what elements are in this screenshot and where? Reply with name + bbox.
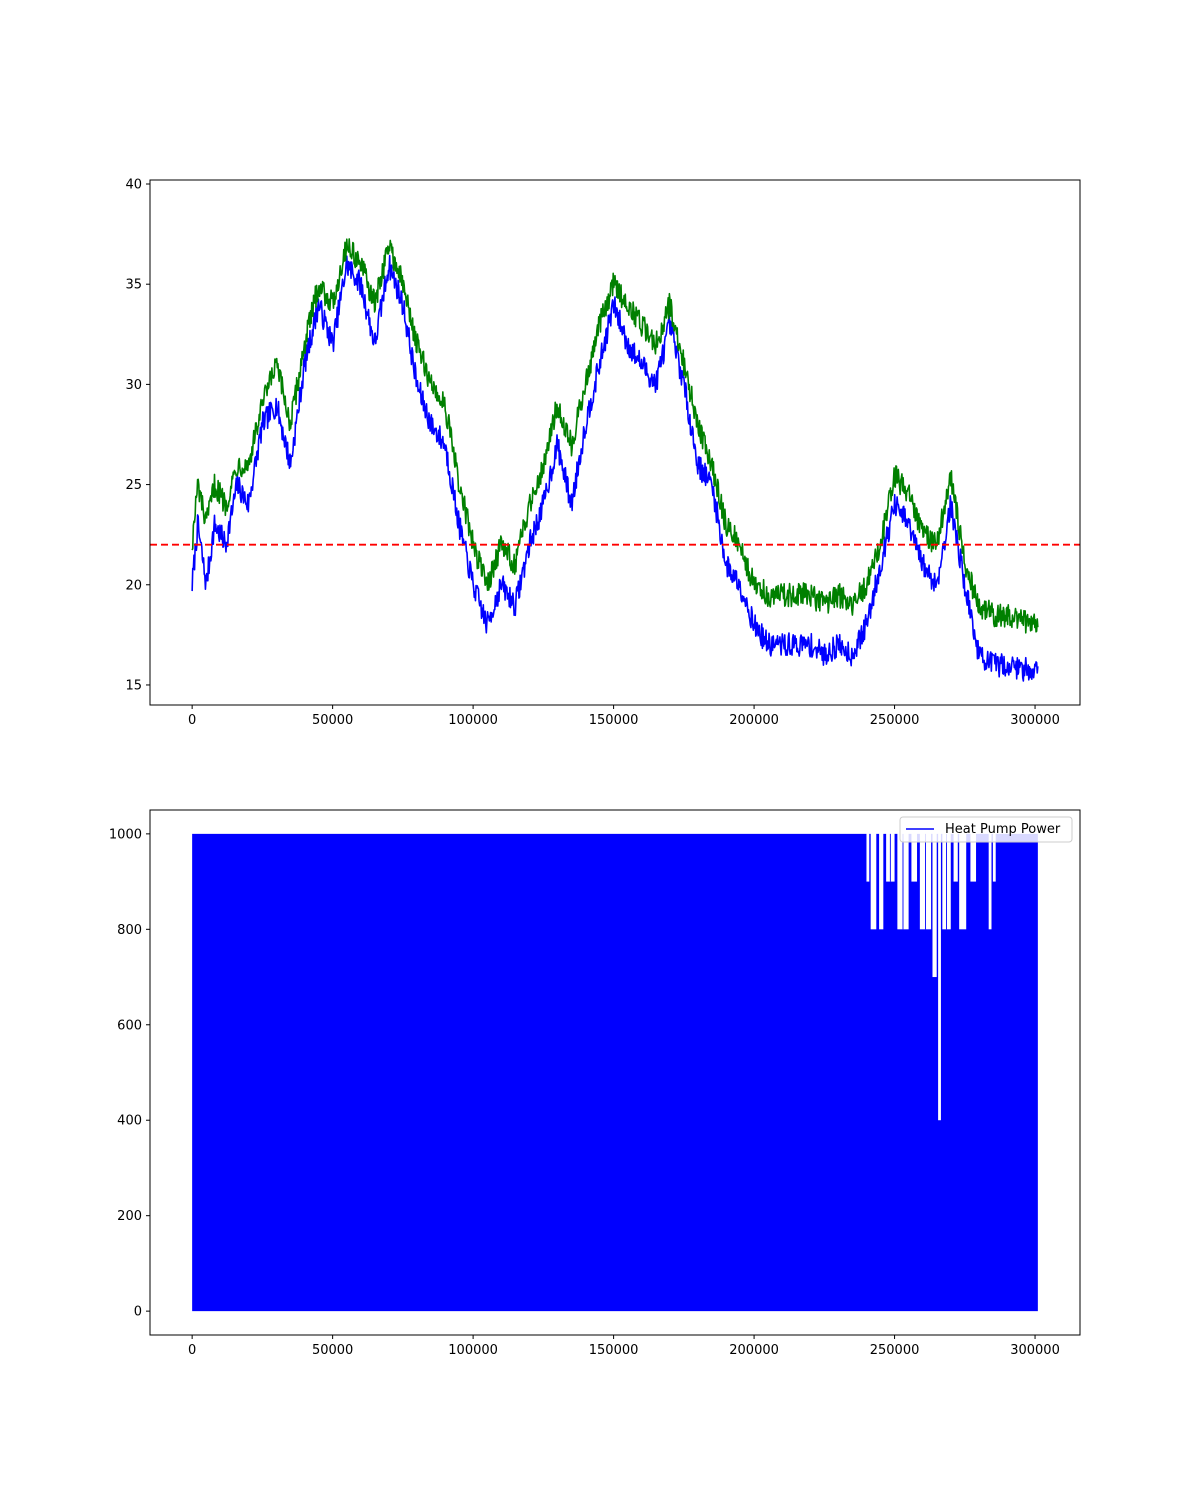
legend: Heat Pump Power bbox=[899, 816, 1073, 843]
temperature-series-group bbox=[191, 238, 1039, 682]
power-gap bbox=[970, 832, 977, 882]
y-tick-label: 800 bbox=[117, 923, 142, 938]
power-gap bbox=[879, 832, 884, 930]
legend-label: Heat Pump Power bbox=[945, 822, 1061, 837]
power-gap bbox=[992, 832, 996, 882]
x-tick-label: 150000 bbox=[589, 713, 639, 728]
y-tick-label: 35 bbox=[125, 278, 142, 293]
power-top-gaps bbox=[866, 832, 996, 1121]
power-gap bbox=[988, 832, 992, 930]
temperature-series-line bbox=[191, 238, 1039, 634]
heat-pump-power-chart: 0 50000 100000 150000 200000 250000 300000 0 20… bbox=[109, 809, 1081, 1358]
y-tick-label: 400 bbox=[117, 1114, 142, 1129]
power-gap bbox=[911, 832, 918, 882]
y-tick-label: 600 bbox=[117, 1018, 142, 1033]
power-gap bbox=[938, 832, 941, 1121]
y-tick-label: 0 bbox=[134, 1305, 142, 1320]
power-gap bbox=[932, 832, 937, 978]
y-tick-label: 1000 bbox=[109, 827, 142, 842]
y-axis-ticks: 15 20 25 30 35 40 bbox=[125, 178, 150, 693]
power-gap bbox=[959, 832, 967, 930]
y-tick-label: 40 bbox=[125, 178, 142, 193]
x-tick-label: 50000 bbox=[312, 713, 353, 728]
power-gap bbox=[870, 832, 877, 930]
power-gap bbox=[953, 832, 958, 882]
x-axis-ticks: 0 50000 100000 150000 200000 250000 300000 bbox=[188, 705, 1060, 728]
legend-box bbox=[899, 816, 1073, 843]
x-tick-label: 250000 bbox=[870, 1343, 920, 1358]
y-tick-label: 200 bbox=[117, 1209, 142, 1224]
x-tick-label: 250000 bbox=[870, 713, 920, 728]
y-axis-ticks: 0 200 400 600 800 1000 bbox=[109, 827, 150, 1320]
heat-pump-power-series bbox=[192, 833, 1038, 1312]
temperature-chart: 0 50000 100000 150000 200000 250000 300000 15 2… bbox=[125, 178, 1081, 728]
x-tick-label: 50000 bbox=[312, 1343, 353, 1358]
power-gap bbox=[866, 832, 870, 882]
x-tick-label: 0 bbox=[188, 1343, 196, 1358]
temperature-series-line bbox=[191, 254, 1039, 682]
x-tick-label: 0 bbox=[188, 713, 196, 728]
x-tick-label: 150000 bbox=[589, 1343, 639, 1358]
x-tick-label: 300000 bbox=[1010, 1343, 1060, 1358]
y-tick-label: 15 bbox=[125, 678, 142, 693]
y-tick-label: 25 bbox=[125, 478, 142, 493]
y-tick-label: 20 bbox=[125, 578, 142, 593]
x-axis-ticks: 0 50000 100000 150000 200000 250000 300000 bbox=[188, 1335, 1060, 1358]
x-tick-label: 200000 bbox=[729, 1343, 779, 1358]
power-chart-frame bbox=[149, 809, 1081, 1336]
temperature-chart-frame bbox=[149, 179, 1081, 706]
x-tick-label: 100000 bbox=[448, 1343, 498, 1358]
x-tick-label: 200000 bbox=[729, 713, 779, 728]
x-tick-label: 100000 bbox=[448, 713, 498, 728]
y-tick-label: 30 bbox=[125, 378, 142, 393]
x-tick-label: 300000 bbox=[1010, 713, 1060, 728]
